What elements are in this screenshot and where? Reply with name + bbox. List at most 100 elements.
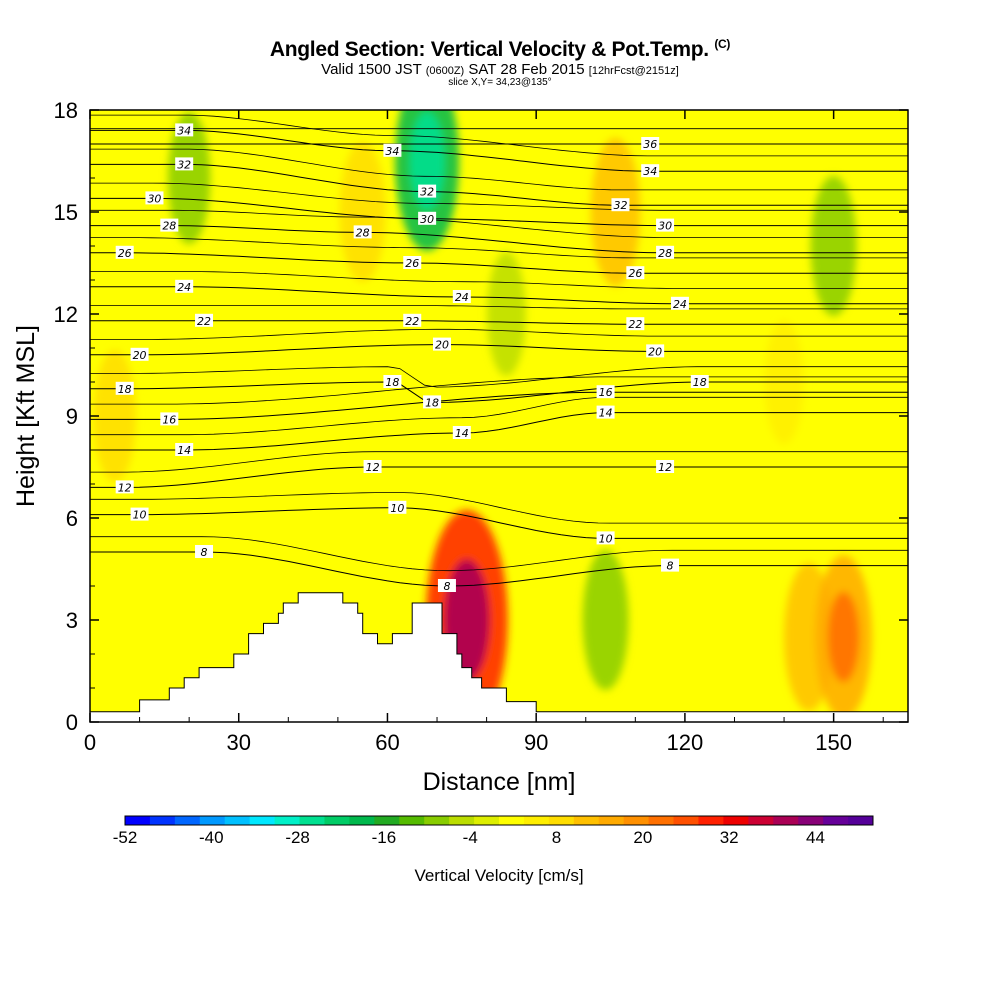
contour-label-bg bbox=[611, 198, 630, 212]
isentrope-minor bbox=[90, 182, 908, 211]
colorbar-tick-label: -16 bbox=[372, 828, 397, 847]
isentrope-minor bbox=[90, 536, 908, 572]
slice-info: slice X,Y= 34,23@135° bbox=[448, 77, 552, 88]
colorbar-swatch bbox=[349, 816, 375, 825]
colorbar-swatch bbox=[848, 816, 874, 825]
contour-label-text: 10 bbox=[390, 502, 404, 515]
contour-label-text: 16 bbox=[599, 386, 613, 399]
contour-label-text: 14 bbox=[455, 427, 469, 440]
contour-label: 10 bbox=[596, 531, 615, 545]
colorbar-tick-label: -4 bbox=[463, 828, 478, 847]
contour-label-bg bbox=[641, 164, 660, 178]
colorbar-tick-label: 8 bbox=[552, 828, 561, 847]
contour-label-text: 32 bbox=[613, 199, 627, 212]
contour-label-bg bbox=[160, 218, 179, 232]
y-tick-label: 18 bbox=[54, 98, 78, 123]
contour-label: 34 bbox=[175, 123, 194, 137]
contour-label-bg bbox=[423, 395, 442, 409]
contour-label-bg bbox=[452, 290, 471, 303]
isentrope-22 bbox=[90, 320, 908, 325]
colorbar-label: Vertical Velocity [cm/s] bbox=[414, 866, 583, 885]
contour-label-bg bbox=[388, 500, 407, 514]
contour-label: 34 bbox=[641, 164, 660, 178]
isentrope-minor bbox=[90, 148, 908, 191]
contour-labels: 8 8 8 10 10 10 12 12 12 14 14 14 16 16 18 18 18 18 20 20 20 2… bbox=[115, 123, 709, 593]
contour-label-bg bbox=[403, 313, 422, 327]
contour-label: 14 bbox=[175, 443, 194, 457]
contour-label: 26 bbox=[403, 256, 422, 270]
contour-label-bg bbox=[403, 256, 422, 269]
y-tick-label: 6 bbox=[66, 506, 78, 531]
colorbar-swatch bbox=[623, 816, 650, 825]
y-tick-label: 15 bbox=[54, 200, 78, 225]
isentrope-24 bbox=[90, 286, 908, 305]
isentrope-26 bbox=[90, 252, 908, 274]
contour-label-bg bbox=[363, 460, 382, 473]
velocity-cell bbox=[339, 142, 386, 282]
contour-label-bg bbox=[626, 266, 645, 280]
x-tick-label: 150 bbox=[815, 730, 852, 755]
contour-label: 32 bbox=[175, 157, 194, 171]
colorbar-swatch bbox=[698, 816, 724, 825]
isentrope-minor bbox=[90, 451, 908, 473]
contour-label-text: 20 bbox=[133, 349, 147, 362]
contour-label-text: 14 bbox=[599, 407, 613, 420]
velocity-core bbox=[827, 591, 860, 683]
contour-label-bg bbox=[432, 337, 451, 351]
isentrope-32 bbox=[90, 163, 908, 206]
isentrope-minor bbox=[90, 271, 908, 289]
isentrope-minor bbox=[90, 328, 908, 340]
contour-label-bg bbox=[452, 426, 471, 439]
x-tick-label: 30 bbox=[226, 730, 250, 755]
contour-label-text: 34 bbox=[385, 145, 399, 158]
field-blobs bbox=[93, 110, 872, 722]
contour-label-text: 8 bbox=[667, 560, 674, 573]
contour-label: 22 bbox=[195, 313, 214, 328]
contour-label: 30 bbox=[656, 218, 675, 233]
y-tick-label: 9 bbox=[66, 404, 78, 429]
isentrope-minor bbox=[90, 305, 908, 310]
contour-label: 20 bbox=[646, 344, 665, 358]
chart-title-suffix: (C) bbox=[714, 37, 731, 51]
contour-label: 18 bbox=[423, 395, 442, 409]
contour-label: 30 bbox=[418, 211, 437, 226]
colorbar-swatch bbox=[723, 816, 749, 825]
isentrope-minor bbox=[90, 209, 908, 238]
contour-label-text: 22 bbox=[405, 315, 419, 328]
contour-label-bg bbox=[115, 245, 134, 259]
contour-label: 22 bbox=[626, 317, 645, 331]
contour-label-text: 34 bbox=[177, 124, 191, 137]
colorbar-tick-label: 32 bbox=[720, 828, 739, 847]
contour-label-text: 22 bbox=[197, 315, 211, 328]
colorbar-swatch bbox=[199, 816, 226, 825]
contour-label-bg bbox=[656, 245, 675, 259]
contour-label-text: 28 bbox=[162, 220, 176, 233]
contour-label: 28 bbox=[656, 245, 675, 260]
y-tick-label: 0 bbox=[66, 710, 78, 735]
velocity-cell bbox=[582, 550, 629, 690]
colorbar-tick-label: 20 bbox=[633, 828, 652, 847]
isentrope-30 bbox=[90, 197, 908, 227]
isentrope-34 bbox=[90, 129, 908, 172]
isentrope-16 bbox=[90, 391, 908, 420]
contour-label-bg bbox=[115, 381, 134, 395]
velocity-cell bbox=[93, 350, 136, 482]
velocity-cell bbox=[810, 176, 857, 316]
contour-label-bg bbox=[145, 191, 164, 205]
isentrope-contours bbox=[90, 114, 908, 587]
colorbar-swatch bbox=[449, 816, 475, 825]
contour-label-text: 12 bbox=[118, 481, 132, 494]
contour-label: 28 bbox=[353, 225, 372, 239]
contour-label: 16 bbox=[160, 412, 179, 426]
contour-label: 20 bbox=[130, 347, 149, 362]
colorbar-swatch bbox=[523, 816, 550, 825]
chart-title: Angled Section: Vertical Velocity & Pot.… bbox=[0, 37, 1000, 62]
contour-label-bg bbox=[383, 375, 402, 388]
contour-label-text: 10 bbox=[133, 509, 147, 522]
contour-label: 24 bbox=[175, 279, 194, 294]
contour-label-bg bbox=[641, 137, 660, 150]
contour-label-bg bbox=[195, 545, 214, 558]
contour-label: 26 bbox=[115, 245, 134, 260]
